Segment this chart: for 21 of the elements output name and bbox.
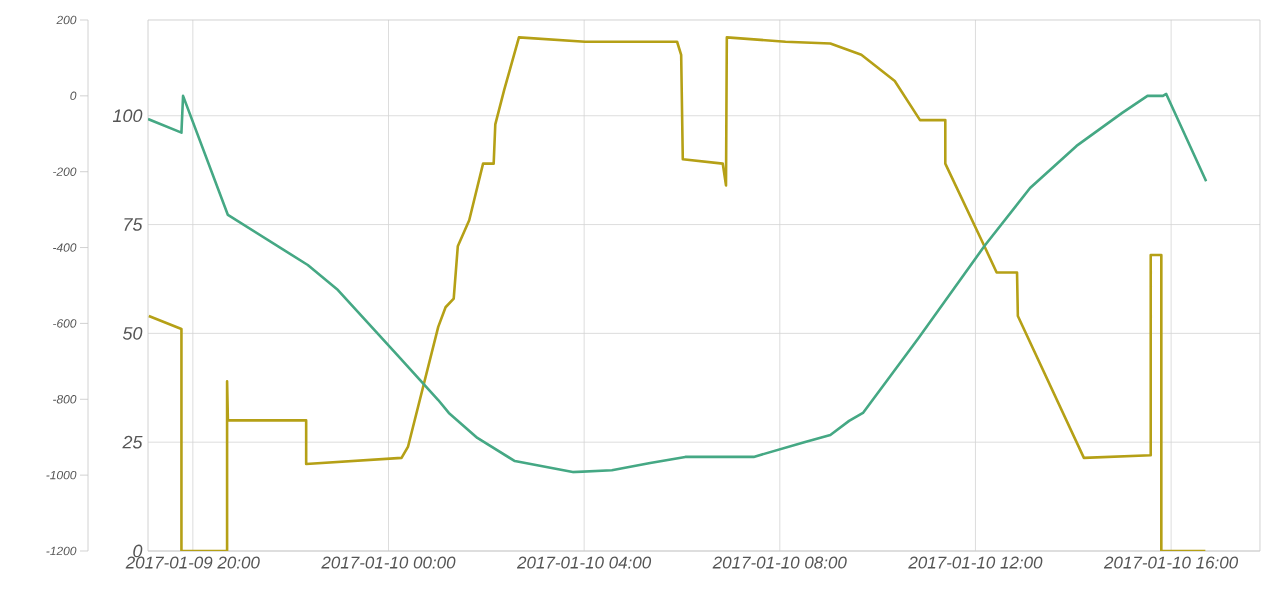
y2-tick-label: -800 <box>53 395 77 404</box>
y-tick-label: 50 <box>122 326 143 340</box>
x-tick-label: 2017-01-10 00:00 <box>321 556 456 569</box>
y-tick-label: 0 <box>133 544 143 558</box>
y-tick-label: 25 <box>122 435 143 449</box>
x-tick-label: 2017-01-10 16:00 <box>1103 556 1239 569</box>
x-tick-label: 2017-01-10 08:00 <box>712 556 847 569</box>
y2-tick-label: -1000 <box>46 470 77 480</box>
y-tick-label: 100 <box>112 109 143 123</box>
x-tick-label: 2017-01-10 04:00 <box>516 556 652 569</box>
line-series <box>148 92 1208 474</box>
y2-tick-label: -200 <box>53 167 77 176</box>
x-tick-label: 2017-01-09 20:00 <box>125 556 260 569</box>
y-tick-label: 75 <box>124 218 143 231</box>
y2-tick-label: 200 <box>56 15 77 25</box>
y2-tick-label: -1200 <box>46 546 77 556</box>
y2-tick-label: 0 <box>70 91 77 101</box>
line-series <box>148 36 1207 551</box>
y2-tick-label: -400 <box>53 243 77 252</box>
x-tick-label: 2017-01-10 12:00 <box>908 556 1043 569</box>
y2-tick-label: -600 <box>53 319 77 328</box>
